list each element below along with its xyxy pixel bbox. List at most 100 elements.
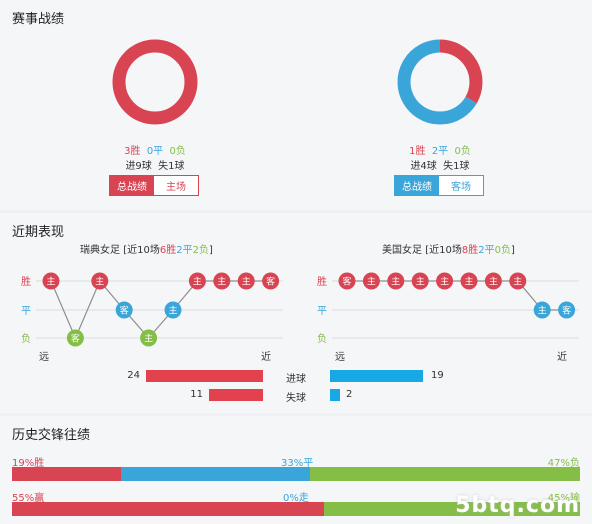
away-tab-venue[interactable]: 客场 <box>439 176 483 195</box>
home-team-name: 瑞典女足 <box>80 245 120 256</box>
home-draw-count: 0平 <box>146 146 164 157</box>
away-axis-near-label: 近 <box>557 350 567 363</box>
history-draw-label: 33%平 <box>281 458 314 469</box>
home-win-count: 3胜 <box>124 146 141 157</box>
home-match-3-venue: 主 <box>95 276 104 288</box>
home-match-8-marker[interactable] <box>213 272 231 290</box>
home-match-2-venue: 客 <box>71 333 80 345</box>
away-record-donut <box>397 39 483 125</box>
history-loss-segment <box>310 467 580 481</box>
away-match-5-marker[interactable] <box>436 272 454 290</box>
history-win-label: 19%胜 <box>12 458 45 469</box>
home-axis-draw-label: 平 <box>21 306 31 317</box>
away-match-2-marker[interactable] <box>362 272 380 290</box>
home-form-wins: 6胜 <box>159 245 177 256</box>
record-panel: 赛事战绩 3胜 0平 0负 进9球 失1球 总战绩 主场 1胜 2平 0负 进4… <box>0 0 592 210</box>
history-handicap-push-label: 0%走 <box>283 493 309 504</box>
away-wdl-line: 1胜 2平 0负 <box>360 142 520 157</box>
home-match-2-marker[interactable] <box>66 329 84 347</box>
home-conceded-value: 11 <box>190 389 203 400</box>
goals-row: 24 进球 19 <box>0 370 592 385</box>
away-match-6-marker[interactable] <box>460 272 478 290</box>
home-axis-far-label: 远 <box>39 351 49 363</box>
home-goals-value: 24 <box>127 370 140 381</box>
home-match-9-marker[interactable] <box>237 272 255 290</box>
away-win-count: 1胜 <box>409 146 426 157</box>
away-donut-win-slice <box>439 39 483 104</box>
away-match-2-venue: 主 <box>367 276 376 288</box>
home-goals-scored: 进9球 <box>125 161 152 172</box>
home-goals-line: 进9球 失1球 <box>75 157 235 172</box>
away-match-1-venue: 客 <box>342 276 351 288</box>
conceded-row: 11 失球 2 <box>0 389 592 404</box>
home-goals-bar <box>146 370 263 382</box>
home-match-3-marker[interactable] <box>91 272 109 290</box>
history-result-bar <box>12 467 580 481</box>
watermark-logo: 5btq.com <box>455 493 580 518</box>
home-match-5-marker[interactable] <box>140 329 158 347</box>
away-match-9-marker[interactable] <box>533 301 551 319</box>
history-panel: 历史交锋往绩 19%胜 33%平 47%负 55%赢 0%走 45%输 5btq… <box>0 416 592 524</box>
away-match-8-venue: 主 <box>513 276 522 288</box>
history-draw-segment <box>121 467 311 481</box>
home-match-7-venue: 主 <box>193 276 202 288</box>
home-match-4-venue: 客 <box>120 305 129 317</box>
away-tab-total[interactable]: 总战绩 <box>395 176 439 195</box>
home-form-header: 瑞典女足 [近10场6胜2平2负] <box>80 241 213 256</box>
home-match-1-marker[interactable] <box>42 272 60 290</box>
home-record-tabs: 总战绩 主场 <box>109 175 199 196</box>
goals-label: 进球 <box>286 374 306 385</box>
home-match-6-marker[interactable] <box>164 301 182 319</box>
home-tab-venue[interactable]: 主场 <box>154 176 198 195</box>
away-match-7-marker[interactable] <box>484 272 502 290</box>
away-match-4-venue: 主 <box>416 276 425 288</box>
home-axis-loss-label: 负 <box>21 332 31 345</box>
away-donut-draw-slice <box>397 39 477 125</box>
away-record-tabs: 总战绩 客场 <box>394 175 484 196</box>
home-summary-suffix: ] <box>208 245 213 256</box>
home-match-7-marker[interactable] <box>188 272 206 290</box>
home-form-line <box>50 279 271 340</box>
away-match-10-venue: 客 <box>562 305 571 317</box>
home-loss-count: 0负 <box>169 146 186 157</box>
away-form-draws: 2平 <box>478 245 495 256</box>
away-match-6-venue: 主 <box>464 276 473 288</box>
away-match-4-marker[interactable] <box>411 272 429 290</box>
away-summary-prefix: [近10场 <box>425 245 462 256</box>
away-match-3-venue: 主 <box>391 276 400 288</box>
away-goals-scored: 进4球 <box>410 161 437 172</box>
recent-section-title: 近期表现 <box>12 225 65 240</box>
away-form-wins: 8胜 <box>461 245 479 256</box>
record-section-title: 赛事战绩 <box>12 12 65 27</box>
away-axis-loss-label: 负 <box>317 332 327 345</box>
away-goals-bar <box>330 370 423 382</box>
home-form-chart: 胜平负远 近主客主客主主主主主客 <box>21 272 283 363</box>
home-wdl-line: 3胜 0平 0负 <box>75 142 235 157</box>
home-form-draws: 2平 <box>176 245 193 256</box>
home-match-4-marker[interactable] <box>115 301 133 319</box>
away-form-chart: 胜平负远 近客主主主主主主主主客 <box>317 272 579 363</box>
away-match-10-marker[interactable] <box>558 301 576 319</box>
home-donut-win-slice <box>112 39 198 125</box>
away-conceded-bar <box>330 389 340 401</box>
away-summary-suffix: ] <box>510 245 515 256</box>
away-draw-count: 2平 <box>431 146 449 157</box>
history-handicap-loss-label: 45%输 <box>547 493 580 504</box>
home-match-5-venue: 主 <box>144 333 153 345</box>
away-match-8-marker[interactable] <box>509 272 527 290</box>
away-loss-count: 0负 <box>454 146 471 157</box>
away-conceded-value: 2 <box>346 389 353 400</box>
away-form-header: 美国女足 [近10场8胜2平0负] <box>382 241 515 256</box>
away-match-3-marker[interactable] <box>387 272 405 290</box>
home-match-10-marker[interactable] <box>262 272 280 290</box>
home-match-8-venue: 主 <box>217 276 226 288</box>
home-tab-total[interactable]: 总战绩 <box>110 176 154 195</box>
history-handicap-win-label: 55%赢 <box>12 493 45 504</box>
home-record-donut <box>112 39 198 125</box>
away-match-1-marker[interactable] <box>338 272 356 290</box>
home-axis-win-label: 胜 <box>21 276 31 288</box>
history-section-title: 历史交锋往绩 <box>12 428 91 443</box>
home-axis-near-label: 近 <box>261 350 271 363</box>
handicap-loss-segment <box>324 502 580 516</box>
home-match-9-venue: 主 <box>242 276 251 288</box>
